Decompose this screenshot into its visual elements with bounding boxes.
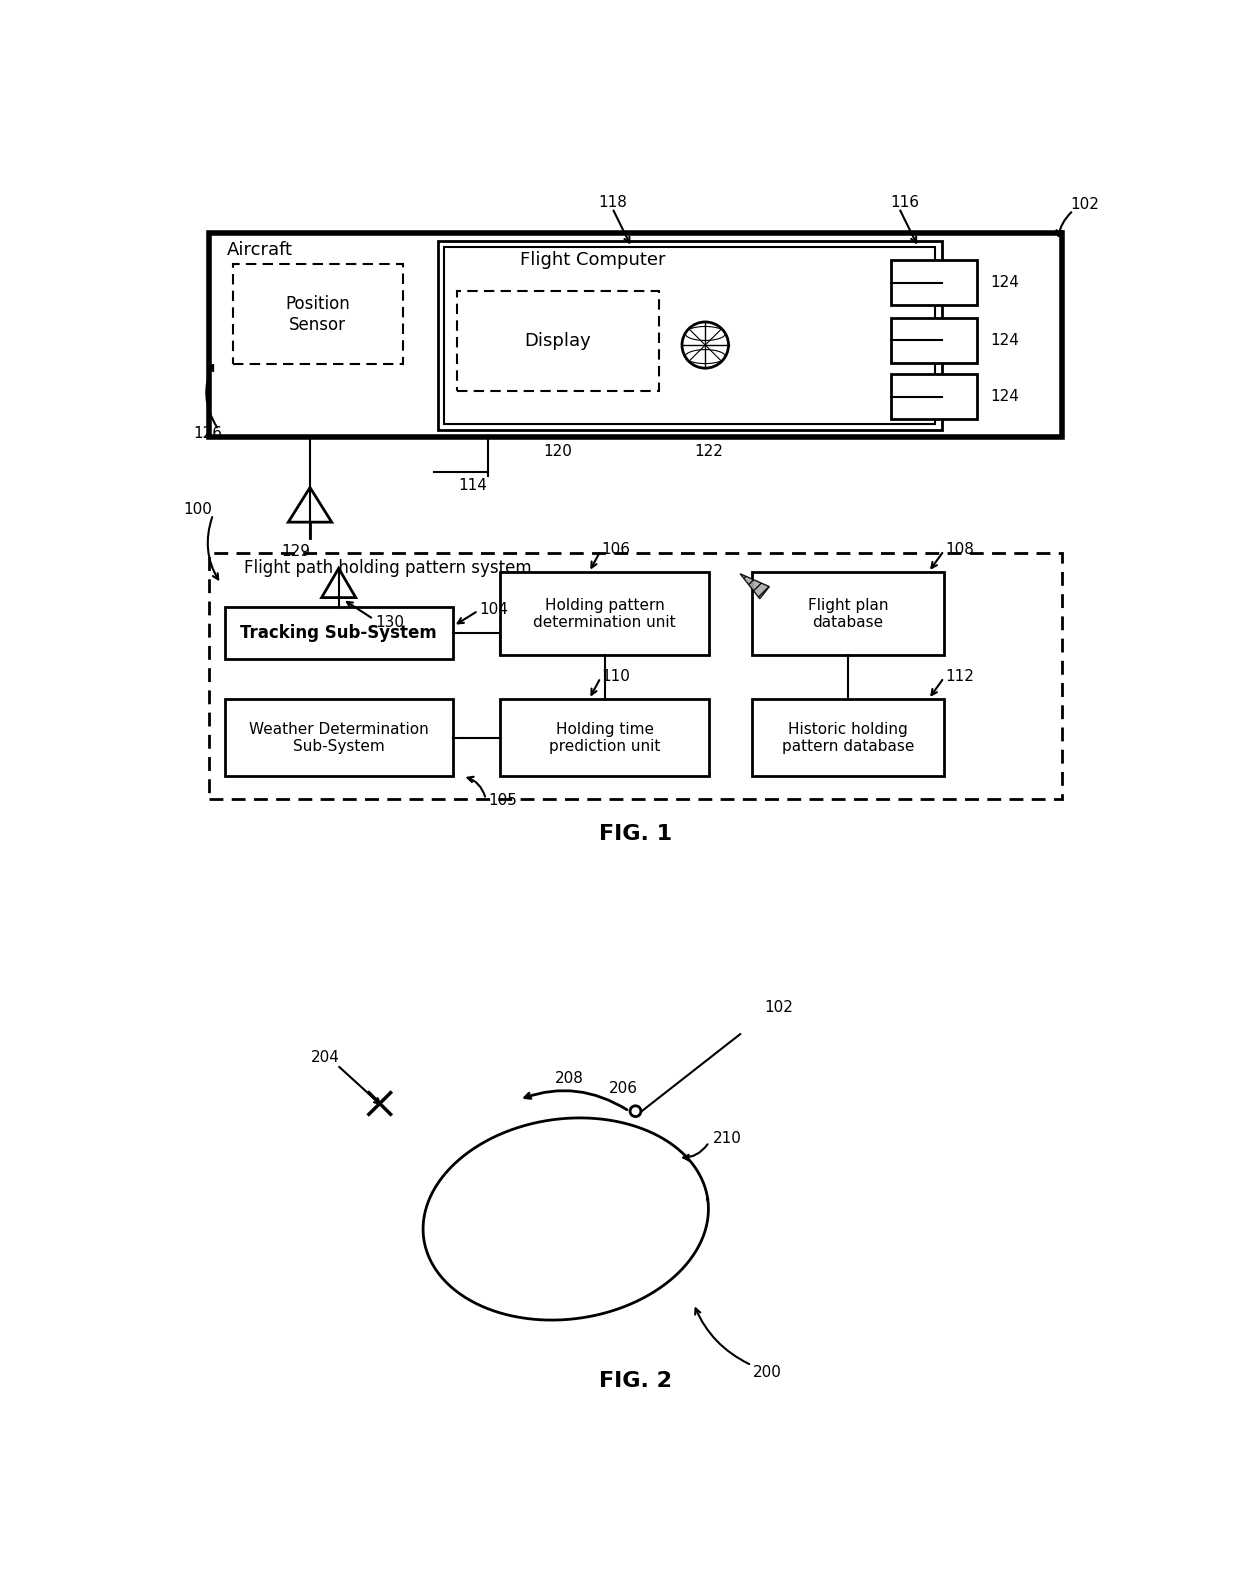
Text: Flight Computer: Flight Computer — [520, 252, 666, 269]
Bar — [444, 247, 935, 423]
Bar — [751, 572, 944, 656]
Polygon shape — [321, 568, 356, 597]
Text: Historic holding
pattern database: Historic holding pattern database — [781, 721, 914, 755]
Text: Tracking Sub-System: Tracking Sub-System — [241, 624, 436, 642]
Text: 108: 108 — [945, 541, 973, 557]
Bar — [751, 699, 944, 777]
Text: 112: 112 — [945, 669, 973, 683]
Polygon shape — [288, 487, 332, 522]
Text: 124: 124 — [991, 275, 1019, 290]
Bar — [233, 264, 403, 365]
Text: Holding pattern
determination unit: Holding pattern determination unit — [533, 597, 676, 630]
Text: 102: 102 — [764, 1000, 794, 1014]
Bar — [458, 291, 658, 392]
Text: 118: 118 — [598, 196, 626, 210]
Circle shape — [630, 1106, 641, 1116]
Text: Position
Sensor: Position Sensor — [285, 295, 350, 334]
Text: 100: 100 — [184, 501, 212, 516]
Bar — [892, 318, 977, 363]
Polygon shape — [740, 573, 769, 599]
Text: 106: 106 — [601, 541, 631, 557]
Text: 116: 116 — [890, 196, 920, 210]
Text: 104: 104 — [479, 602, 508, 616]
Text: Holding time
prediction unit: Holding time prediction unit — [549, 721, 660, 755]
Text: 129: 129 — [281, 544, 310, 559]
Bar — [438, 240, 941, 430]
Bar — [210, 552, 1061, 799]
Text: 208: 208 — [556, 1071, 584, 1086]
Text: 130: 130 — [376, 615, 404, 630]
Bar — [224, 699, 454, 777]
Text: 114: 114 — [459, 478, 487, 492]
Bar — [892, 374, 977, 419]
Text: Display: Display — [525, 333, 591, 350]
Text: Aircraft: Aircraft — [227, 242, 293, 259]
Text: 102: 102 — [1070, 197, 1100, 212]
Text: 124: 124 — [991, 388, 1019, 404]
Text: Flight plan
database: Flight plan database — [807, 597, 888, 630]
Bar — [500, 572, 709, 656]
Text: 120: 120 — [543, 444, 573, 458]
Text: FIG. 1: FIG. 1 — [599, 825, 672, 844]
Text: 126: 126 — [193, 427, 222, 441]
Text: 206: 206 — [609, 1081, 639, 1095]
Text: 122: 122 — [694, 444, 724, 458]
Text: 204: 204 — [311, 1049, 340, 1065]
Text: FIG. 2: FIG. 2 — [599, 1371, 672, 1391]
Text: 105: 105 — [489, 793, 517, 809]
Text: 210: 210 — [713, 1130, 742, 1146]
Text: Flight path holding pattern system: Flight path holding pattern system — [244, 559, 531, 578]
Bar — [892, 261, 977, 306]
Text: Weather Determination
Sub-System: Weather Determination Sub-System — [249, 721, 429, 755]
Text: 124: 124 — [991, 333, 1019, 349]
Text: 200: 200 — [753, 1366, 781, 1380]
Bar — [224, 607, 454, 659]
Text: 110: 110 — [601, 669, 631, 683]
Bar — [210, 234, 1061, 438]
Bar — [500, 699, 709, 777]
